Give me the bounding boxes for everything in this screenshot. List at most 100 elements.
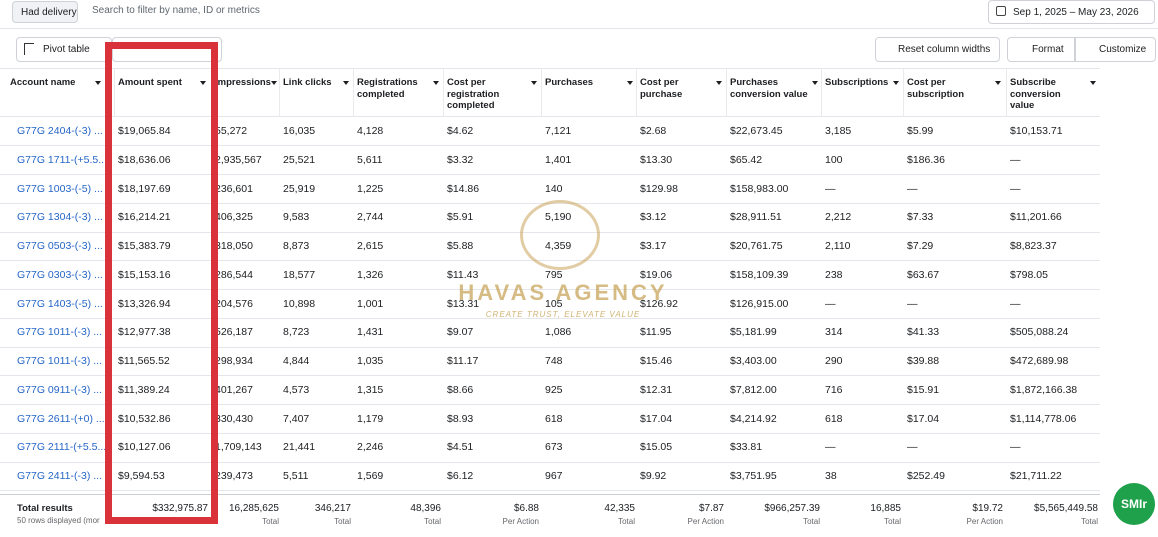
table-cell: — [1010, 153, 1021, 166]
table-cell: 286,544 [215, 268, 253, 281]
table-cell: $12.31 [640, 383, 673, 396]
account-link[interactable]: G77G 0911-(-3) ... [17, 383, 103, 396]
account-link[interactable]: G77G 0303-(-3) ... [17, 268, 103, 281]
table-cell: $11.17 [447, 355, 479, 367]
divider [0, 28, 1158, 29]
column-header: Cost per purchase [640, 77, 726, 100]
customize-button[interactable]: Customize [1075, 37, 1156, 62]
table-cell: 4,573 [283, 383, 310, 396]
table-cell: 526,187 [215, 326, 253, 339]
account-link[interactable]: G77G 1003-(-5) ... [17, 182, 103, 195]
table-cell: 1,179 [357, 412, 384, 425]
table-cell: 7,407 [283, 412, 310, 425]
account-link[interactable]: G77G 2111-(+5.5... [17, 441, 107, 454]
table-cell: 1,315 [357, 383, 384, 396]
table-cell: 1,326 [357, 268, 384, 281]
account-link[interactable]: G77G 1304-(-3) ... [17, 211, 103, 224]
watermark-brand: HAVAS AGENCY [458, 280, 668, 305]
column-header: Purchases [545, 77, 637, 89]
account-link[interactable]: G77G 0503-(-3) ... [17, 240, 103, 252]
table-cell: $4,214.92 [730, 412, 777, 425]
table-cell: $17.04 [907, 412, 940, 425]
column-header: Subscribe conversion value [1010, 77, 1100, 112]
account-link[interactable]: G77G 2404-(-3) ... [17, 125, 103, 137]
table-cell: $472,689.98 [1010, 355, 1069, 367]
table-cell: 8,873 [283, 240, 310, 252]
table-cell: — [1010, 182, 1021, 195]
total-value: 346,217 [314, 503, 351, 514]
table-cell: 318,050 [215, 240, 253, 252]
row-divider [0, 174, 1100, 176]
account-link[interactable]: G77G 1011-(-3) ... [17, 326, 103, 339]
table-cell: $15,153.16 [118, 268, 171, 281]
table-cell: $5.91 [447, 211, 474, 224]
table-cell: $186.36 [907, 153, 945, 166]
table-cell: $18,636.06 [118, 153, 171, 166]
account-link[interactable]: G77G 1011-(-3) ... [17, 355, 103, 367]
table-cell: $5.99 [907, 125, 934, 137]
table-cell: 25,521 [283, 153, 316, 166]
total-value: $5,565,449.58 [1034, 503, 1098, 514]
table-cell: 2,110 [825, 240, 851, 252]
table-cell: 925 [545, 383, 563, 396]
account-link[interactable]: G77G 1403-(-5) ... [17, 297, 103, 310]
table-cell: $3.32 [447, 153, 474, 166]
column-header: Account name [10, 77, 105, 89]
table-cell: $13.31 [447, 297, 480, 310]
table-cell: — [907, 297, 918, 310]
column-divider [541, 68, 542, 116]
column-header: Purchases conversion value [730, 77, 822, 100]
table-cell: $16,214.21 [118, 211, 171, 224]
row-divider [0, 461, 1100, 463]
table-cell: $13,326.94 [118, 297, 171, 310]
table-cell: 795 [545, 268, 563, 281]
reset-columns-button[interactable]: Reset column widths [875, 37, 1000, 62]
table-cell: $7.33 [907, 211, 934, 224]
table-cell: $158,983.00 [730, 182, 789, 195]
header-border [0, 68, 1100, 69]
search-input[interactable]: Search to filter by name, ID or metrics [92, 5, 260, 16]
table-cell: 2,212 [825, 211, 852, 224]
table-cell: $10,127.06 [118, 441, 171, 454]
table-cell: 1,001 [357, 297, 384, 310]
table-cell: $21,711.22 [1010, 470, 1062, 482]
table-cell: $12,977.38 [118, 326, 171, 339]
total-caption: Per Action [966, 517, 1003, 526]
filter-chip[interactable]: Had delivery [12, 1, 78, 23]
table-cell: $63.67 [907, 268, 940, 281]
table-cell: $3.12 [640, 211, 667, 224]
table-cell: 239,473 [215, 470, 253, 482]
row-divider [0, 346, 1100, 348]
table-cell: $10,532.86 [118, 412, 171, 425]
table-cell: $505,088.24 [1010, 326, 1069, 339]
account-link[interactable]: G77G 1711-(+5.5... [17, 153, 107, 166]
table-cell: — [907, 182, 918, 195]
table-cell: 3,185 [825, 125, 852, 137]
calendar-icon [996, 6, 1006, 16]
table-cell: 5,611 [357, 153, 383, 166]
table-cell: 2,935,567 [215, 153, 262, 166]
table-cell: 1,086 [545, 326, 572, 339]
table-cell: $1,114,778.06 [1010, 412, 1077, 425]
column-header: Link clicks [283, 77, 353, 89]
table-cell: 298,934 [215, 355, 253, 367]
totals-label: Total results [17, 503, 73, 514]
table-cell: $9.92 [640, 470, 667, 482]
chat-badge[interactable]: SMIr [1113, 483, 1155, 525]
table-cell: 1,035 [357, 355, 384, 367]
account-link[interactable]: G77G 2611-(+0) ... [17, 412, 105, 425]
row-divider [0, 145, 1100, 147]
totals-note: 50 rows displayed (mor [17, 516, 100, 525]
total-value: $6.88 [513, 503, 539, 514]
table-cell: 21,441 [283, 441, 316, 454]
table-cell: $20,761.75 [730, 240, 783, 252]
table-cell: $14.86 [447, 182, 480, 195]
table-cell: 406,325 [215, 211, 253, 224]
account-link[interactable]: G77G 2411-(-3) ... [17, 470, 103, 482]
format-button[interactable]: Format [1007, 37, 1075, 62]
date-picker[interactable]: Sep 1, 2025 – May 23, 2026 [988, 0, 1155, 24]
total-caption: Total [1081, 517, 1098, 526]
table-cell: $8,823.37 [1010, 240, 1057, 252]
breakdown-box[interactable] [112, 37, 222, 62]
